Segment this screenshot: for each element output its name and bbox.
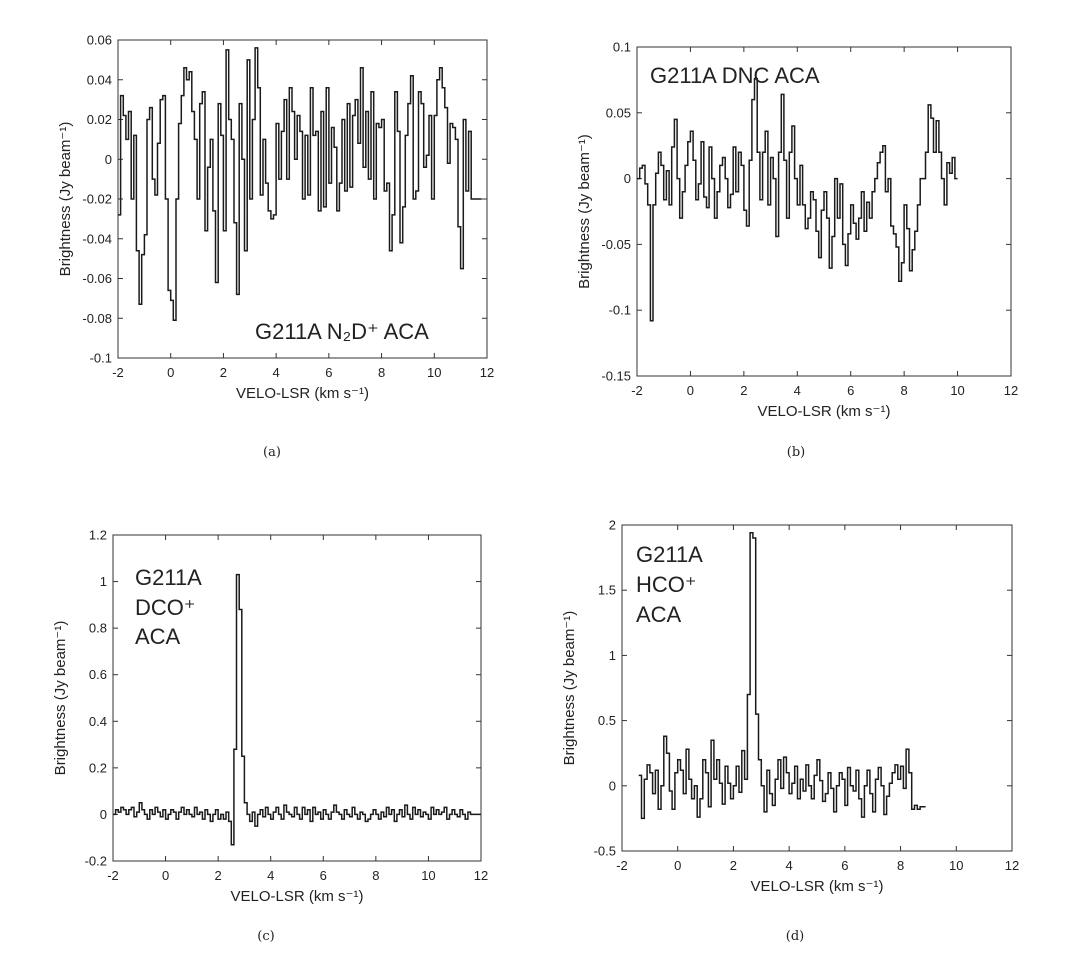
- panel-b-y-tick-label: -0.05: [601, 237, 631, 252]
- panel-b-y-axis-label: Brightness (Jy beam⁻¹): [576, 134, 593, 289]
- panel-a-x-tick-label: 12: [480, 365, 494, 380]
- panel-a-x-tick-label: 6: [325, 365, 332, 380]
- panel-a-x-tick-label: 0: [167, 365, 174, 380]
- panel-d-species-label: ACA: [636, 602, 682, 627]
- panel-a-caption: (a): [263, 445, 281, 460]
- panel-b-x-tick-label: 12: [1004, 383, 1018, 398]
- panel-a-y-tick-label: -0.02: [82, 192, 112, 207]
- panel-b-y-tick-label: -0.15: [601, 369, 631, 384]
- panel-d-x-tick-label: 4: [786, 858, 793, 873]
- panel-d-y-axis-label: Brightness (Jy beam⁻¹): [561, 611, 578, 766]
- panel-c-y-tick-label: 0: [100, 807, 107, 822]
- panel-c-x-tick-label: 4: [267, 868, 274, 883]
- panel-d-x-tick-label: 12: [1005, 858, 1019, 873]
- panel-b-x-tick-label: 6: [847, 383, 854, 398]
- panel-a-y-tick-label: -0.08: [82, 311, 112, 326]
- panel-c-x-tick-label: 2: [215, 868, 222, 883]
- panel-d-x-tick-label: 2: [730, 858, 737, 873]
- panel-c-y-axis-label: Brightness (Jy beam⁻¹): [52, 621, 69, 776]
- panel-b-x-tick-label: 0: [687, 383, 694, 398]
- panel-c-species-label: G211A: [135, 565, 202, 590]
- panel-c-y-tick-label: -0.2: [85, 854, 107, 869]
- panel-a-x-tick-label: 8: [378, 365, 385, 380]
- panel-c-caption: (c): [257, 929, 274, 944]
- panel-c-x-tick-label: 12: [474, 868, 488, 883]
- panel-b-y-tick-label: 0.1: [613, 40, 631, 55]
- panel-a-y-tick-label: 0.02: [87, 112, 112, 127]
- panel-a-x-tick-label: 2: [220, 365, 227, 380]
- panel-b-species-label: G211A DNC ACA: [650, 63, 820, 88]
- panel-c-x-tick-label: 0: [162, 868, 169, 883]
- panel-a-y-tick-label: 0: [105, 152, 112, 167]
- panel-d-x-tick-label: 6: [841, 858, 848, 873]
- panel-d-y-tick-label: 0.5: [598, 713, 616, 728]
- panel-d-x-tick-label: -2: [616, 858, 628, 873]
- panel-d-caption: (d): [786, 929, 804, 944]
- panel-b-x-tick-label: 8: [901, 383, 908, 398]
- panel-c-y-tick-label: 0.4: [89, 714, 107, 729]
- panel-c-x-tick-label: 8: [372, 868, 379, 883]
- panel-d-x-tick-label: 0: [674, 858, 681, 873]
- panel-a-y-tick-label: -0.06: [82, 271, 112, 286]
- panel-a-y-tick-label: -0.1: [90, 351, 112, 366]
- panel-c-species-label: ACA: [135, 624, 181, 649]
- panel-a-y-tick-label: 0.06: [87, 33, 112, 48]
- panel-d-y-tick-label: 1.5: [598, 583, 616, 598]
- panel-c-y-tick-label: 0.2: [89, 760, 107, 775]
- panel-d-x-axis-label: VELO-LSR (km s⁻¹): [751, 878, 884, 895]
- panel-a-x-axis-label: VELO-LSR (km s⁻¹): [236, 385, 369, 402]
- panel-a-y-axis-label: Brightness (Jy beam⁻¹): [57, 122, 74, 277]
- panel-c-y-tick-label: 1: [100, 574, 107, 589]
- panel-c-y-tick-label: 0.6: [89, 667, 107, 682]
- panel-d-plot-frame: [621, 524, 1013, 852]
- panel-a-x-tick-label: 4: [273, 365, 280, 380]
- panel-b-x-tick-label: -2: [631, 383, 643, 398]
- panel-d-y-tick-label: 0: [609, 778, 616, 793]
- panel-c-x-axis-label: VELO-LSR (km s⁻¹): [231, 888, 364, 905]
- panel-d-x-tick-label: 10: [949, 858, 963, 873]
- panel-c-plot-frame: [112, 534, 482, 862]
- panel-b-x-axis-label: VELO-LSR (km s⁻¹): [758, 403, 891, 420]
- panel-b-y-tick-label: 0.05: [606, 105, 631, 120]
- panel-d-x-tick-label: 8: [897, 858, 904, 873]
- panel-d-y-tick-label: 2: [609, 518, 616, 533]
- panel-c-x-tick-label: 6: [320, 868, 327, 883]
- panel-d-spectrum-line: [638, 532, 926, 820]
- panel-d-species-label: HCO⁺: [636, 572, 697, 597]
- panel-d-species-label: G211A: [636, 542, 703, 567]
- panel-b-y-tick-label: 0: [624, 171, 631, 186]
- panel-a-x-tick-label: -2: [112, 365, 124, 380]
- panel-b-caption: (b): [787, 445, 805, 460]
- panel-d-y-tick-label: -0.5: [594, 844, 616, 859]
- panel-c-x-tick-label: 10: [421, 868, 435, 883]
- panel-b-x-tick-label: 4: [794, 383, 801, 398]
- panel-c-species-label: DCO⁺: [135, 595, 196, 620]
- panel-b-plot-frame: [636, 46, 1012, 377]
- panel-c-x-tick-label: -2: [107, 868, 119, 883]
- panel-c-y-tick-label: 0.8: [89, 621, 107, 636]
- panel-a-y-tick-label: -0.04: [82, 231, 112, 246]
- panel-b-x-tick-label: 10: [950, 383, 964, 398]
- panel-b-x-tick-label: 2: [740, 383, 747, 398]
- panel-c-y-tick-label: 1.2: [89, 528, 107, 543]
- panel-a-y-tick-label: 0.04: [87, 72, 112, 87]
- panel-b-y-tick-label: -0.1: [609, 303, 631, 318]
- panel-a-spectrum-line: [118, 47, 482, 321]
- panel-a-x-tick-label: 10: [427, 365, 441, 380]
- panel-d-y-tick-label: 1: [609, 648, 616, 663]
- panel-b-spectrum-line: [637, 77, 958, 322]
- panel-c-spectrum-line: [113, 573, 481, 846]
- panel-a-species-label: G211A N₂D⁺ ACA: [255, 319, 429, 344]
